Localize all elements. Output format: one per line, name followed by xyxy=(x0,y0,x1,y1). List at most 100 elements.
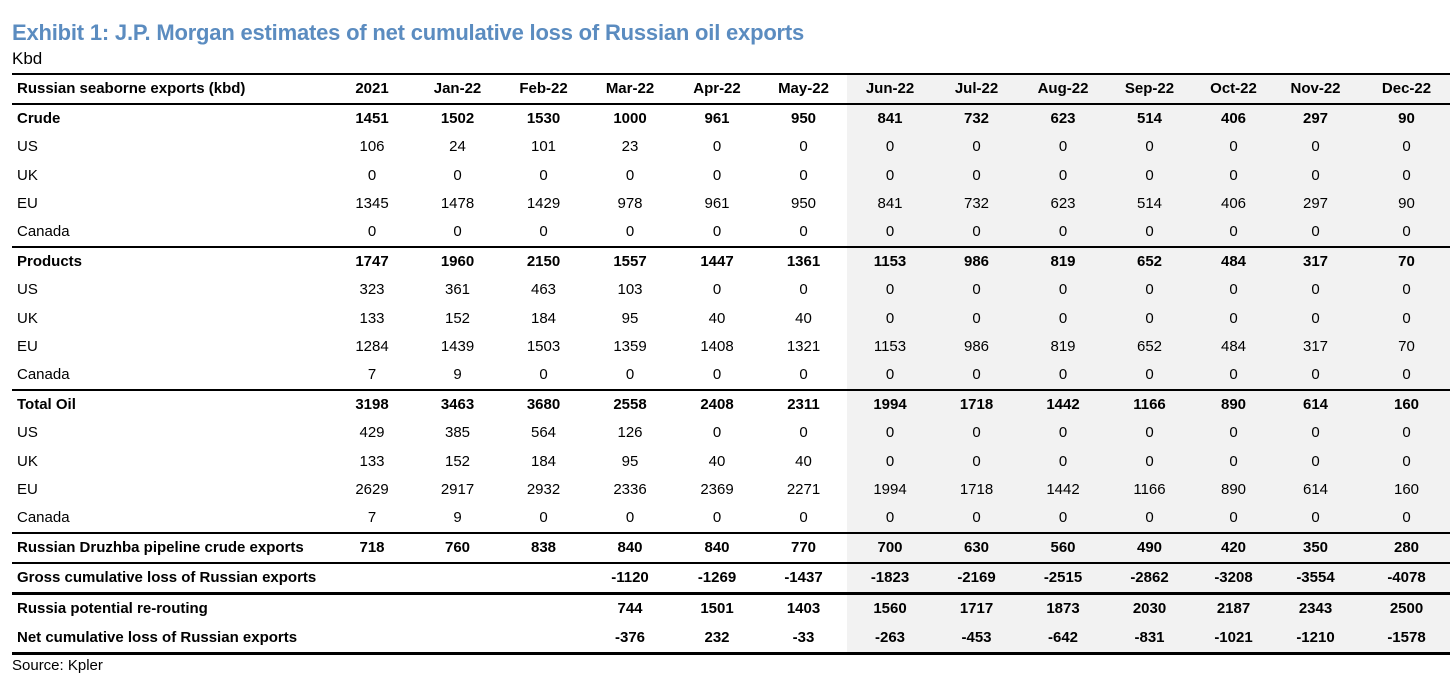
table-cell: 0 xyxy=(1357,360,1450,391)
row-label: UK xyxy=(17,309,38,327)
table-cell: 1960 xyxy=(414,246,501,277)
table-cell: 2343 xyxy=(1274,592,1357,624)
table-cell: 0 xyxy=(712,424,722,442)
table-cell: 0 xyxy=(799,424,808,442)
column-header: Oct-22 xyxy=(1193,72,1274,106)
table-cell: 133 xyxy=(359,452,385,470)
table-cell: -642 xyxy=(1020,623,1106,655)
table-cell: 1447 xyxy=(674,246,760,277)
table-cell: -3554 xyxy=(1274,562,1357,594)
table-cell: 614 xyxy=(1274,389,1357,420)
column-header: Mar-22 xyxy=(586,72,674,106)
table-cell: 90 xyxy=(1357,189,1450,218)
row-label: US xyxy=(17,424,38,442)
table-header-row: Russian seaborne exports (kbd) 2021 Jan-2… xyxy=(12,72,1450,106)
table-cell: 2558 xyxy=(586,389,674,420)
table-cell: 70 xyxy=(1357,332,1450,361)
table-cell: 744 xyxy=(586,592,674,624)
table-cell xyxy=(414,562,501,594)
row-label: UK xyxy=(17,452,38,470)
table-cell: 0 xyxy=(1106,503,1193,533)
table-cell: 95 xyxy=(621,452,639,470)
table-cell: -1210 xyxy=(1274,623,1357,655)
column-header: Jan-22 xyxy=(414,72,501,106)
table-cell: -1021 xyxy=(1193,623,1274,655)
table-cell: 0 xyxy=(1357,447,1450,476)
table-cell: -453 xyxy=(933,623,1020,655)
table-cell: 0 xyxy=(1193,304,1274,333)
table-cell: -831 xyxy=(1106,623,1193,655)
table-cell: 0 xyxy=(539,365,548,383)
table-cell: 0 xyxy=(1357,276,1450,305)
table-cell: 0 xyxy=(1274,217,1357,248)
table-cell: 986 xyxy=(933,332,1020,361)
row-label: UK xyxy=(17,166,38,184)
table-cell: 484 xyxy=(1193,332,1274,361)
table-cell: 0 xyxy=(847,360,933,391)
table-cell: 2932 xyxy=(526,480,561,498)
table-cell: 0 xyxy=(1020,217,1106,248)
table-row: Canada 0 0 0 0 0 0 0 0 0 0 0 0 0 xyxy=(12,217,1450,248)
table-cell: 2500 xyxy=(1357,592,1450,624)
table-cell: 385 xyxy=(444,424,471,442)
table-cell: 23 xyxy=(621,138,639,156)
table-cell: 0 xyxy=(453,166,462,184)
table-cell: 0 xyxy=(847,217,933,248)
table-cell: 1439 xyxy=(440,337,475,355)
row-label: Crude xyxy=(17,110,61,128)
table-body: Crude 1451 1502 1530 1000 961 950 841 732 623 514 4… xyxy=(12,104,1450,655)
table-row: Russia potential re-routing 744 1501 1403 15… xyxy=(12,592,1450,624)
table-cell xyxy=(414,623,501,655)
table-cell: 24 xyxy=(449,138,466,156)
table-cell: 560 xyxy=(1020,531,1106,564)
table-cell: 652 xyxy=(1106,332,1193,361)
table-cell: 0 xyxy=(625,508,635,526)
table-cell: -1269 xyxy=(674,562,760,594)
column-header: 2021 xyxy=(330,72,414,106)
table-cell xyxy=(501,623,586,655)
header-label: Russian seaborne exports (kbd) xyxy=(12,72,330,106)
table-cell: 0 xyxy=(1020,503,1106,533)
table-cell: 0 xyxy=(1193,161,1274,190)
table-cell: 2030 xyxy=(1106,592,1193,624)
table-cell: 0 xyxy=(1274,419,1357,448)
table-cell: 0 xyxy=(1274,133,1357,162)
table-cell: 0 xyxy=(539,166,548,184)
table-cell: -376 xyxy=(586,623,674,655)
table-cell: 184 xyxy=(530,452,557,470)
table-cell: 1747 xyxy=(330,246,414,277)
row-label: EU xyxy=(17,194,38,212)
table-row: EU 1284 1439 1503 1359 1408 1321 1153 986 819 652 4… xyxy=(12,332,1450,361)
row-label: EU xyxy=(17,480,38,498)
table-cell: 1166 xyxy=(1106,389,1193,420)
table-cell: 0 xyxy=(1274,447,1357,476)
table-cell: 0 xyxy=(799,166,808,184)
table-cell: 1403 xyxy=(760,592,847,624)
table-cell: 406 xyxy=(1193,104,1274,134)
table-cell: 986 xyxy=(933,246,1020,277)
table-cell: 0 xyxy=(1106,217,1193,248)
column-header: Nov-22 xyxy=(1274,72,1357,106)
table-cell: 1717 xyxy=(933,592,1020,624)
table-cell: 95 xyxy=(621,309,639,327)
table-cell: 623 xyxy=(1020,104,1106,134)
table-cell: 1718 xyxy=(933,475,1020,504)
exhibit-title: Exhibit 1: J.P. Morgan estimates of net … xyxy=(12,20,805,45)
table-cell: 232 xyxy=(674,623,760,655)
table-cell: 0 xyxy=(1106,360,1193,391)
table-row: EU 2629 2917 2932 2336 2369 2271 1994 1718 1442 11… xyxy=(12,475,1450,504)
table-cell: 0 xyxy=(1106,161,1193,190)
row-label: Canada xyxy=(17,223,70,241)
table-cell: 0 xyxy=(712,223,722,241)
table-cell: 1442 xyxy=(1020,475,1106,504)
table-cell: 0 xyxy=(539,508,548,526)
table-cell: 0 xyxy=(1020,276,1106,305)
table-cell: 70 xyxy=(1357,246,1450,277)
table-row: UK 133 152 184 95 40 40 0 0 0 0 0 0 0 xyxy=(12,447,1450,476)
table-cell: 0 xyxy=(1274,304,1357,333)
table-cell: 3198 xyxy=(330,389,414,420)
table-cell: -1823 xyxy=(847,562,933,594)
table-cell: 0 xyxy=(1193,217,1274,248)
row-label: Canada xyxy=(17,365,70,383)
table-cell: 2336 xyxy=(613,480,647,498)
